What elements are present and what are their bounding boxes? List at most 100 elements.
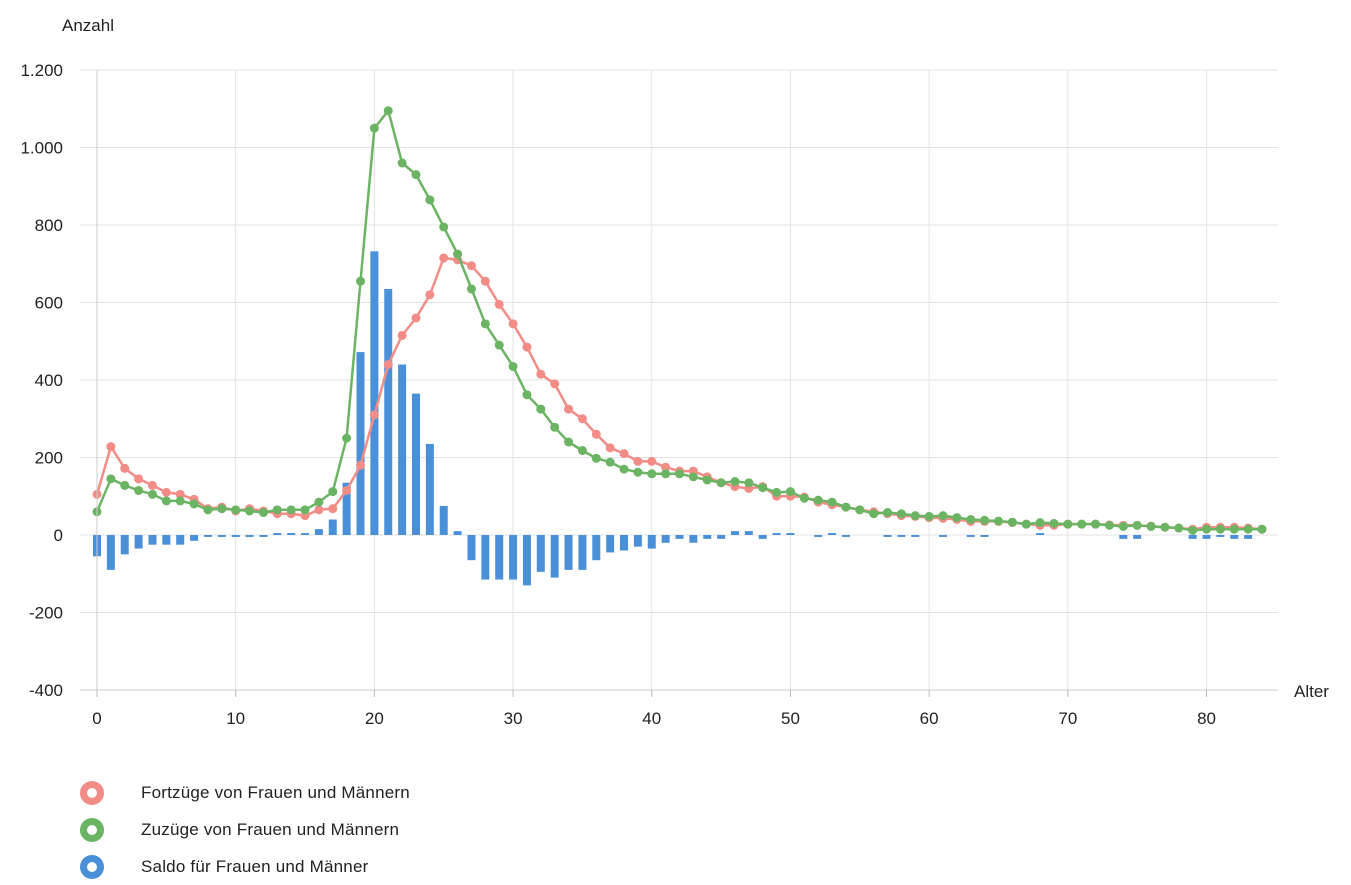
saldo-bar[interactable] <box>1119 535 1128 539</box>
saldo-bar[interactable] <box>550 535 559 578</box>
saldo-bar[interactable] <box>328 519 337 536</box>
series-point-0[interactable] <box>605 443 615 453</box>
saldo-bar[interactable] <box>1244 535 1253 539</box>
series-point-1[interactable] <box>342 433 352 443</box>
saldo-bar[interactable] <box>356 352 365 535</box>
series-point-0[interactable] <box>480 276 490 286</box>
series-point-0[interactable] <box>577 414 587 424</box>
saldo-bar[interactable] <box>883 535 892 537</box>
series-point-0[interactable] <box>134 474 144 484</box>
series-point-1[interactable] <box>980 515 990 525</box>
saldo-bar[interactable] <box>190 535 199 541</box>
series-point-0[interactable] <box>120 463 130 473</box>
legend-item-fortzuege[interactable]: Fortzüge von Frauen und Männern <box>80 774 410 811</box>
series-point-0[interactable] <box>106 442 116 452</box>
saldo-bar[interactable] <box>939 535 948 537</box>
series-point-1[interactable] <box>1063 519 1073 529</box>
saldo-bar[interactable] <box>1230 535 1239 539</box>
series-point-1[interactable] <box>272 505 282 515</box>
series-point-1[interactable] <box>730 477 740 487</box>
series-point-1[interactable] <box>120 480 130 490</box>
series-point-1[interactable] <box>827 497 837 507</box>
saldo-bar[interactable] <box>786 533 795 535</box>
series-point-1[interactable] <box>300 505 310 515</box>
saldo-bar[interactable] <box>592 535 601 561</box>
series-point-0[interactable] <box>564 404 574 414</box>
series-point-1[interactable] <box>258 508 268 518</box>
series-point-1[interactable] <box>1118 521 1128 531</box>
series-point-0[interactable] <box>619 449 629 459</box>
series-point-1[interactable] <box>799 493 809 503</box>
series-point-1[interactable] <box>744 478 754 488</box>
saldo-bar[interactable] <box>176 535 185 545</box>
saldo-bar[interactable] <box>661 535 670 543</box>
saldo-bar[interactable] <box>425 443 434 535</box>
series-point-1[interactable] <box>1132 520 1142 530</box>
saldo-bar[interactable] <box>259 535 268 537</box>
series-point-0[interactable] <box>522 342 532 352</box>
series-point-1[interactable] <box>550 422 560 432</box>
series-point-1[interactable] <box>147 489 157 499</box>
saldo-bar[interactable] <box>370 251 379 535</box>
series-point-0[interactable] <box>175 489 185 499</box>
series-point-1[interactable] <box>1035 518 1045 528</box>
series-point-1[interactable] <box>1007 517 1017 527</box>
saldo-bar[interactable] <box>287 533 296 535</box>
series-point-0[interactable] <box>314 505 324 515</box>
series-point-1[interactable] <box>231 505 241 515</box>
saldo-bar[interactable] <box>689 535 698 543</box>
saldo-bar[interactable] <box>509 535 518 580</box>
saldo-bar[interactable] <box>481 535 490 580</box>
legend-item-zuzuege[interactable]: Zuzüge von Frauen und Männern <box>80 811 410 848</box>
series-point-1[interactable] <box>245 506 255 516</box>
series-point-0[interactable] <box>633 456 643 466</box>
series-point-1[interactable] <box>924 511 934 521</box>
series-point-1[interactable] <box>938 511 948 521</box>
saldo-bar[interactable] <box>301 533 310 535</box>
saldo-bar[interactable] <box>384 288 393 535</box>
series-point-1[interactable] <box>813 495 823 505</box>
legend-item-saldo[interactable]: Saldo für Frauen und Männer <box>80 848 410 885</box>
series-point-0[interactable] <box>425 290 435 300</box>
series-point-1[interactable] <box>1215 524 1225 534</box>
saldo-bar[interactable] <box>675 535 684 539</box>
series-point-0[interactable] <box>328 504 338 514</box>
series-point-0[interactable] <box>591 429 601 439</box>
saldo-bar[interactable] <box>536 535 545 572</box>
series-point-1[interactable] <box>785 487 795 497</box>
series-point-1[interactable] <box>508 361 518 371</box>
series-point-1[interactable] <box>647 469 657 479</box>
saldo-bar[interactable] <box>647 535 656 549</box>
series-point-1[interactable] <box>536 404 546 414</box>
series-point-1[interactable] <box>1257 524 1267 534</box>
series-point-1[interactable] <box>1229 524 1239 534</box>
series-point-1[interactable] <box>1091 519 1101 529</box>
series-point-0[interactable] <box>439 253 449 263</box>
saldo-bar[interactable] <box>841 535 850 537</box>
series-point-0[interactable] <box>550 379 560 389</box>
series-point-1[interactable] <box>217 504 227 514</box>
saldo-bar[interactable] <box>1036 533 1045 535</box>
series-point-1[interactable] <box>203 505 213 515</box>
saldo-bar[interactable] <box>217 535 226 537</box>
saldo-bar[interactable] <box>744 531 753 535</box>
series-point-1[interactable] <box>841 502 851 512</box>
series-point-1[interactable] <box>966 515 976 524</box>
saldo-bar[interactable] <box>606 535 615 553</box>
saldo-bar[interactable] <box>134 535 143 549</box>
saldo-bar[interactable] <box>772 533 781 535</box>
saldo-bar[interactable] <box>911 535 920 537</box>
saldo-bar[interactable] <box>411 393 420 535</box>
series-point-1[interactable] <box>161 496 171 506</box>
series-point-0[interactable] <box>342 485 352 495</box>
saldo-bar[interactable] <box>495 535 504 580</box>
saldo-bar[interactable] <box>578 535 587 570</box>
series-point-1[interactable] <box>480 319 490 329</box>
series-point-1[interactable] <box>605 457 615 467</box>
series-point-1[interactable] <box>910 511 920 521</box>
series-point-1[interactable] <box>702 475 712 485</box>
series-point-1[interactable] <box>314 497 324 507</box>
saldo-bar[interactable] <box>897 535 906 537</box>
series-point-0[interactable] <box>647 456 657 466</box>
saldo-bar[interactable] <box>814 535 823 537</box>
